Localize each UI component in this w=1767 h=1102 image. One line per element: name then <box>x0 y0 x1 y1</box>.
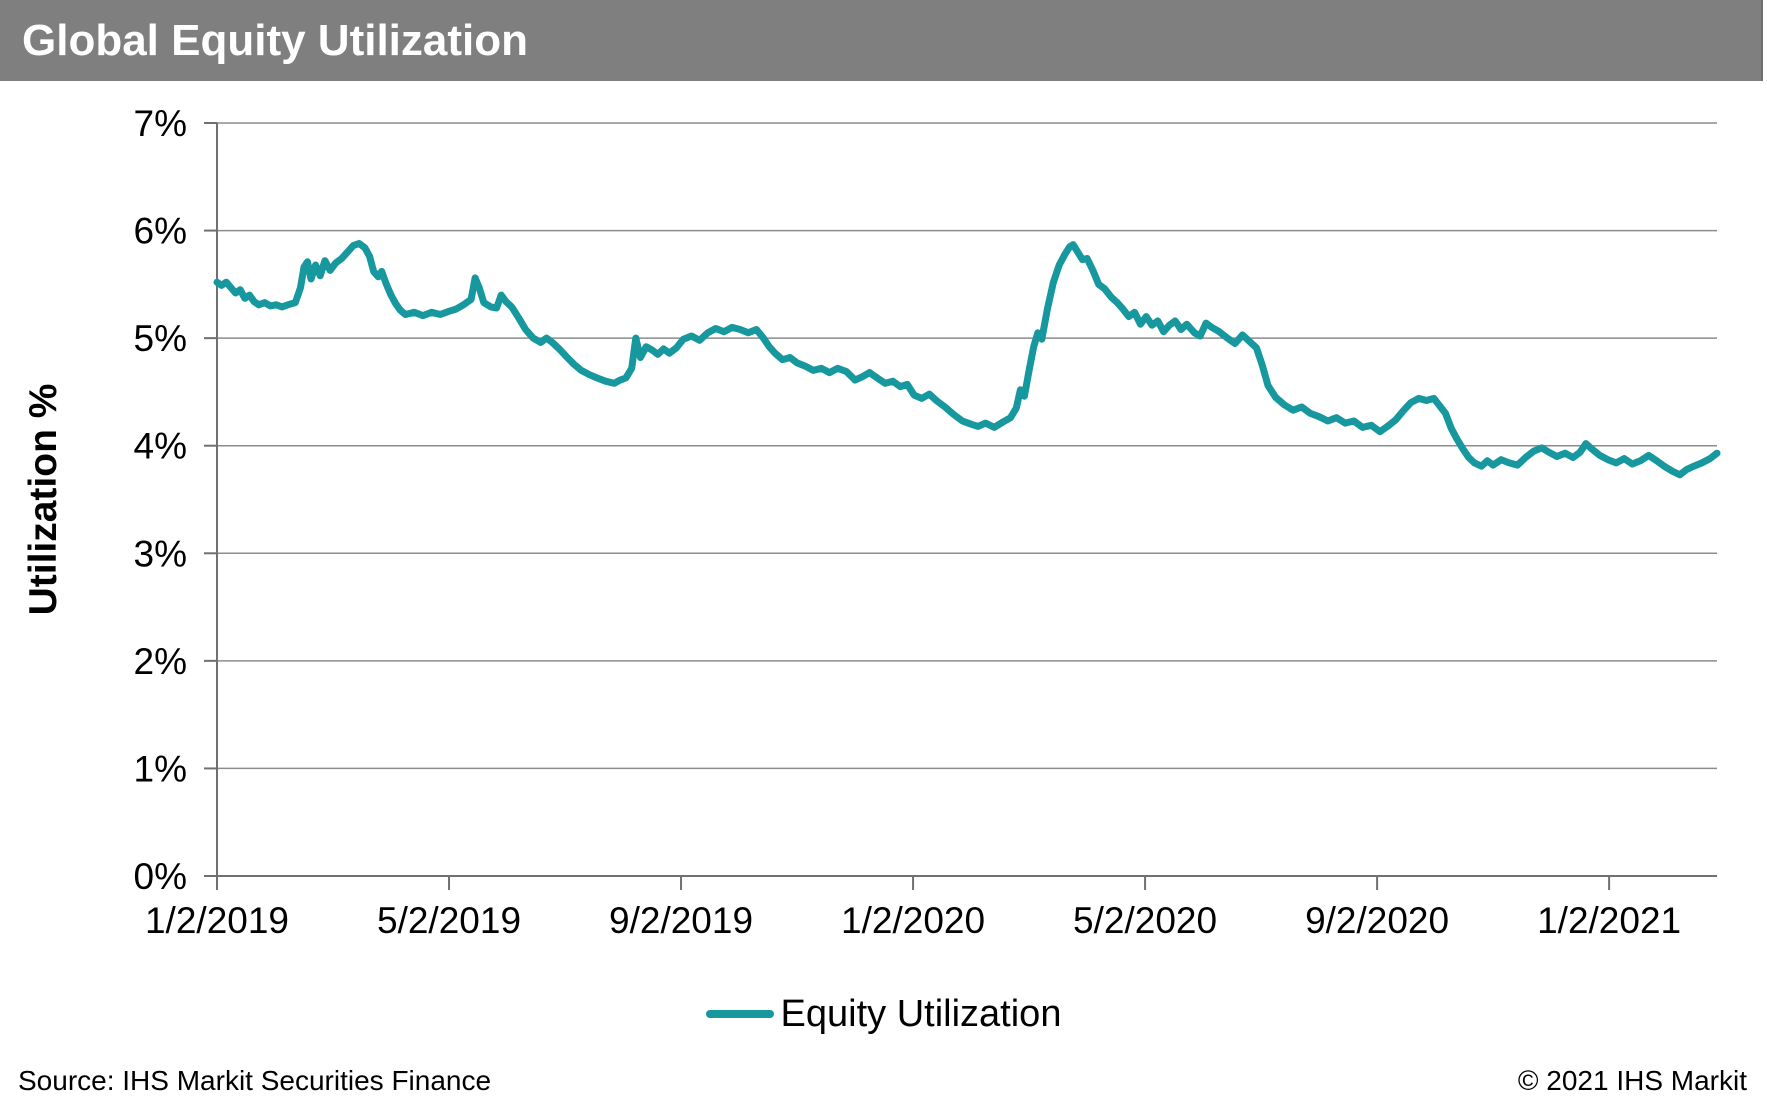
y-tick-label: 1% <box>134 748 187 789</box>
y-tick-label: 2% <box>134 641 187 682</box>
chart-legend: Equity Utilization <box>0 991 1767 1037</box>
chart-footer: Source: IHS Markit Securities Finance © … <box>0 1060 1767 1102</box>
equity-utilization-line <box>213 240 1721 479</box>
x-tick-label: 1/2/2021 <box>1537 900 1681 941</box>
y-axis-title: Utilization % <box>22 384 65 616</box>
x-tick-label: 5/2/2020 <box>1073 900 1217 941</box>
legend-line-swatch <box>705 1010 774 1018</box>
x-tick-label: 5/2/2019 <box>377 900 521 941</box>
y-tick-label: 4% <box>134 426 187 467</box>
y-tick-label: 7% <box>134 103 187 144</box>
source-text: Source: IHS Markit Securities Finance <box>18 1065 492 1096</box>
x-tick-label: 1/2/2019 <box>145 900 289 941</box>
x-tick-label: 9/2/2020 <box>1305 900 1449 941</box>
chart-title: Global Equity Utilization <box>22 15 528 65</box>
y-tick-label: 6% <box>134 211 187 252</box>
y-tick-label: 0% <box>134 856 187 897</box>
legend-label: Equity Utilization <box>780 992 1062 1035</box>
copyright-text: © 2021 IHS Markit <box>1517 1065 1747 1096</box>
utilization-chart: 0% 1% 2% 3% 4% 5% 6% 7% 1/2/2019 5/2/2019 9/2/2019… <box>22 103 1721 941</box>
y-tick-label: 5% <box>134 318 187 359</box>
x-tick-label: 9/2/2019 <box>609 900 753 941</box>
chart-title-bar: Global Equity Utilization <box>0 0 1763 81</box>
y-tick-label: 3% <box>134 533 187 574</box>
x-tick-label: 1/2/2020 <box>841 900 985 941</box>
